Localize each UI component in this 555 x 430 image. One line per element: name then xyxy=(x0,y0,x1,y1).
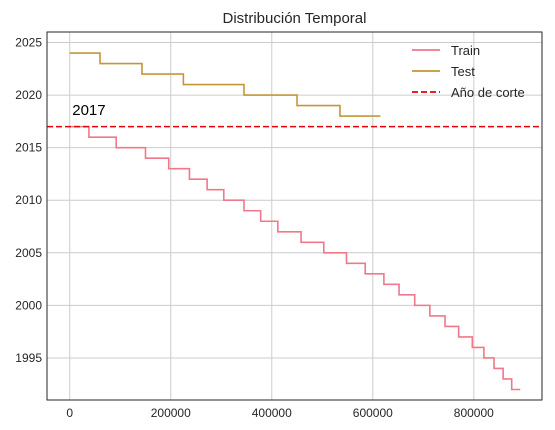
y-tick-label: 2005 xyxy=(15,246,42,260)
chart-title: Distribución Temporal xyxy=(223,10,367,27)
y-tick-label: 2025 xyxy=(15,36,42,50)
y-axis-ticks: 1995 2000 2005 2010 2015 2020 2025 xyxy=(15,36,42,365)
legend-label: Año de corte xyxy=(451,85,525,100)
x-tick-label: 800000 xyxy=(454,406,494,420)
legend-label: Train xyxy=(451,43,480,58)
plot-frame xyxy=(46,31,543,401)
y-tick-label: 2010 xyxy=(15,193,42,207)
y-tick-label: 2000 xyxy=(15,298,42,312)
series-line-test xyxy=(69,52,381,117)
cutoff-annotation: 2017 xyxy=(72,102,105,119)
y-tick-label: 2020 xyxy=(15,88,42,102)
x-tick-label: 400000 xyxy=(252,406,292,420)
series-layer xyxy=(69,52,521,391)
x-tick-label: 600000 xyxy=(353,406,393,420)
y-tick-label: 2015 xyxy=(15,141,42,155)
y-tick-label: 1995 xyxy=(15,351,42,365)
legend: Train Test Año de corte xyxy=(412,43,525,100)
x-tick-label: 0 xyxy=(66,406,73,420)
series-line-train xyxy=(69,125,521,391)
x-tick-label: 200000 xyxy=(151,406,191,420)
legend-label: Test xyxy=(451,64,475,79)
x-axis-ticks: 0 200000 400000 600000 800000 xyxy=(66,406,494,420)
